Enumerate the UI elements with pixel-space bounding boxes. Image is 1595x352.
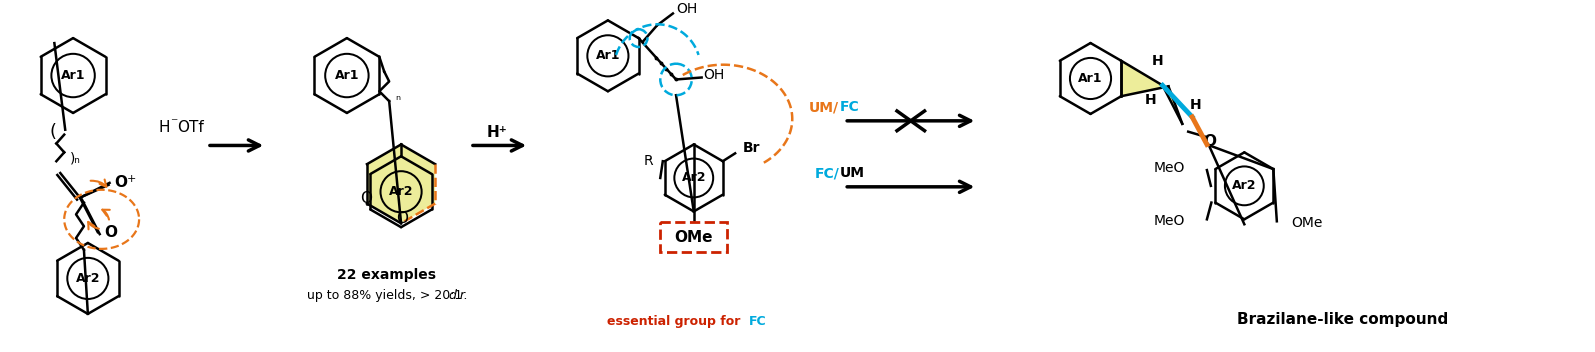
Text: MeO: MeO bbox=[1153, 214, 1185, 228]
Text: essential group for: essential group for bbox=[608, 315, 745, 328]
Text: FC: FC bbox=[750, 315, 767, 328]
Text: FC/: FC/ bbox=[815, 166, 839, 180]
Text: +: + bbox=[126, 174, 136, 184]
Text: MeO: MeO bbox=[1153, 161, 1185, 175]
Text: )ₙ: )ₙ bbox=[70, 151, 81, 165]
Text: Ar2: Ar2 bbox=[1231, 179, 1257, 192]
Text: OH: OH bbox=[703, 68, 724, 82]
Text: UM: UM bbox=[839, 166, 864, 180]
Polygon shape bbox=[367, 144, 435, 223]
Text: Brazilane-like compound: Brazilane-like compound bbox=[1238, 312, 1448, 327]
Text: H: H bbox=[1152, 54, 1163, 68]
Text: UM/: UM/ bbox=[809, 100, 839, 114]
Text: H: H bbox=[1190, 98, 1201, 112]
Text: OH: OH bbox=[676, 1, 697, 15]
Text: O: O bbox=[104, 225, 116, 240]
Text: Ar1: Ar1 bbox=[335, 69, 359, 82]
Text: O: O bbox=[1203, 134, 1217, 149]
Text: OTf: OTf bbox=[177, 120, 204, 135]
Text: (: ( bbox=[49, 122, 57, 141]
Text: O: O bbox=[113, 175, 128, 190]
Text: up to 88% yields, > 20:1: up to 88% yields, > 20:1 bbox=[306, 289, 466, 302]
Text: Ar2: Ar2 bbox=[681, 171, 707, 184]
Text: H: H bbox=[158, 120, 169, 135]
Text: ₙ: ₙ bbox=[396, 90, 400, 103]
Text: H⁺: H⁺ bbox=[486, 125, 507, 140]
Text: d.r.: d.r. bbox=[448, 289, 469, 302]
Text: O: O bbox=[360, 191, 372, 206]
Text: Br: Br bbox=[743, 142, 761, 156]
Text: H: H bbox=[1145, 93, 1156, 107]
Text: Ar1: Ar1 bbox=[61, 69, 86, 82]
Text: Ar2: Ar2 bbox=[389, 185, 413, 198]
Text: Ar1: Ar1 bbox=[1078, 72, 1102, 85]
Text: 22 examples: 22 examples bbox=[337, 269, 435, 282]
Text: Ar1: Ar1 bbox=[595, 49, 620, 62]
Text: O: O bbox=[396, 211, 408, 226]
Text: R: R bbox=[643, 154, 652, 168]
Text: FC: FC bbox=[839, 100, 860, 114]
Text: OMe: OMe bbox=[675, 230, 713, 245]
Text: ⁻: ⁻ bbox=[169, 116, 177, 130]
Text: Ar2: Ar2 bbox=[75, 272, 100, 285]
Text: OMe: OMe bbox=[1292, 216, 1322, 230]
Polygon shape bbox=[1121, 61, 1182, 124]
